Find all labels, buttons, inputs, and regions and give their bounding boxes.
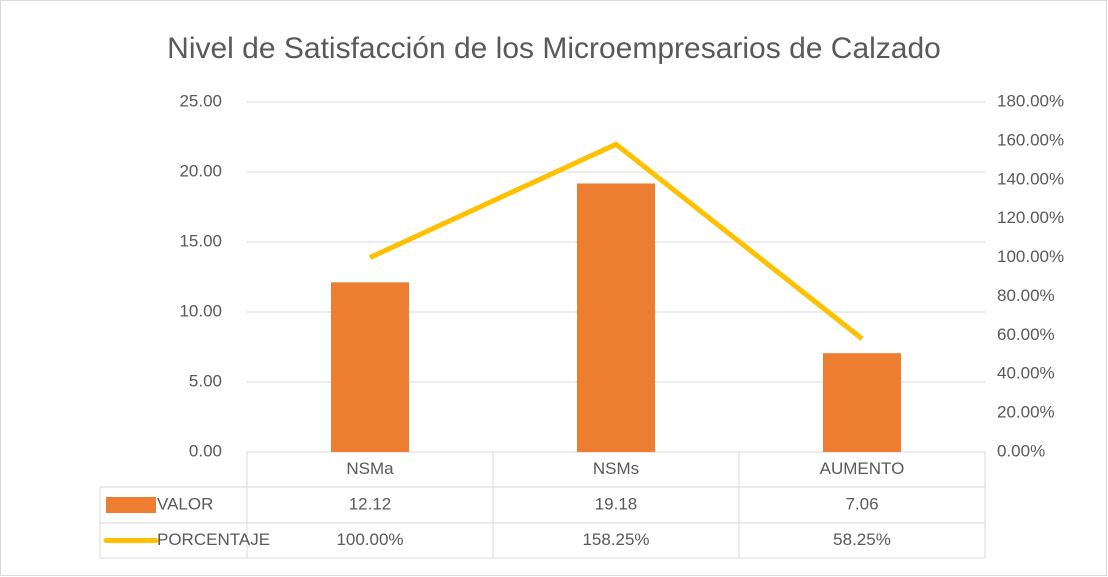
legend-label: VALOR — [157, 494, 213, 513]
y2-tick-label: 160.00% — [997, 130, 1064, 149]
x-tick-label: AUMENTO — [820, 459, 905, 478]
legend-label: PORCENTAJE — [157, 530, 270, 549]
bar — [577, 183, 655, 453]
line — [368, 141, 864, 341]
y2-tick-label: 100.00% — [997, 247, 1064, 266]
table-value: 19.18 — [595, 494, 638, 513]
table-value: 7.06 — [845, 494, 878, 513]
y2-tick-label: 40.00% — [997, 364, 1055, 383]
table-value: 158.25% — [582, 530, 649, 549]
y-tick-label: 25.00 — [179, 91, 222, 110]
y-tick-label: 15.00 — [179, 231, 222, 250]
x-tick-label: NSMa — [346, 459, 394, 478]
y2-tick-label: 120.00% — [997, 208, 1064, 227]
chart-title: Nivel de Satisfacción de los Microempres… — [167, 32, 941, 65]
y2-tick-label: 0.00% — [997, 441, 1045, 460]
y2-tick-label: 180.00% — [997, 91, 1064, 110]
y-tick-label: 5.00 — [189, 371, 222, 390]
y2-tick-label: 140.00% — [997, 169, 1064, 188]
bar — [331, 282, 409, 452]
x-tick-label: NSMs — [593, 459, 639, 478]
table-value: 12.12 — [349, 494, 392, 513]
y2-tick-label: 80.00% — [997, 286, 1055, 305]
y-tick-label: 0.00 — [189, 441, 222, 460]
y-tick-label: 10.00 — [179, 301, 222, 320]
table-value: 58.25% — [833, 530, 891, 549]
y-tick-label: 20.00 — [179, 161, 222, 180]
y2-tick-label: 60.00% — [997, 325, 1055, 344]
legend-swatch — [106, 497, 156, 513]
y2-tick-label: 20.00% — [997, 403, 1055, 422]
table-value: 100.00% — [336, 530, 403, 549]
bar — [823, 353, 901, 452]
